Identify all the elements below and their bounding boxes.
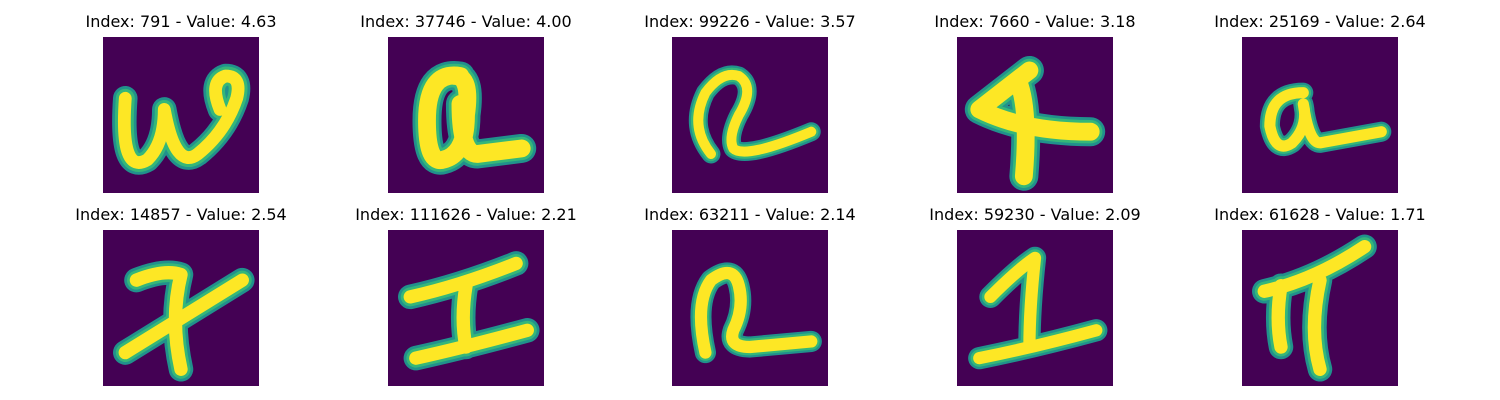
panel-title: Index: 25169 - Value: 2.64 [1214,12,1426,31]
panel-5: Index: 25169 - Value: 2.64 [1190,12,1450,193]
panel-title: Index: 791 - Value: 4.63 [85,12,277,31]
pi-icon [1242,230,1398,386]
i-serif-icon [388,230,544,386]
panel-4: Index: 7660 - Value: 3.18 [905,12,1165,193]
panel-title: Index: 63211 - Value: 2.14 [644,205,856,224]
a-icon [388,37,544,193]
glyph-image [103,230,259,386]
panel-9: Index: 59230 - Value: 2.09 [905,205,1165,386]
glyph-image [1242,37,1398,193]
glyph-image [957,37,1113,193]
panel-6: Index: 14857 - Value: 2.54 [51,205,311,386]
a-icon [1242,37,1398,193]
a-loop-icon [672,37,828,193]
four-icon [957,37,1113,193]
panel-title: Index: 59230 - Value: 2.09 [929,205,1141,224]
panel-title: Index: 99226 - Value: 3.57 [644,12,856,31]
two-icon [957,230,1113,386]
panel-7: Index: 111626 - Value: 2.21 [336,205,596,386]
glyph-image [388,37,544,193]
glyph-image [672,37,828,193]
glyph-image [1242,230,1398,386]
glyph-image [103,37,259,193]
glyph-image [672,230,828,386]
panel-title: Index: 37746 - Value: 4.00 [360,12,572,31]
panel-1: Index: 791 - Value: 4.63 [51,12,311,193]
panel-title: Index: 7660 - Value: 3.18 [934,12,1136,31]
panel-2: Index: 37746 - Value: 4.00 [336,12,596,193]
panel-title: Index: 61628 - Value: 1.71 [1214,205,1426,224]
panel-title: Index: 14857 - Value: 2.54 [75,205,287,224]
a-loop-icon [672,230,828,386]
glyph-image [957,230,1113,386]
panel-title: Index: 111626 - Value: 2.21 [355,205,577,224]
panel-10: Index: 61628 - Value: 1.71 [1190,205,1450,386]
seven-crossed-icon [103,230,259,386]
w-icon [103,37,259,193]
panel-8: Index: 63211 - Value: 2.14 [620,205,880,386]
panel-3: Index: 99226 - Value: 3.57 [620,12,880,193]
glyph-image [388,230,544,386]
